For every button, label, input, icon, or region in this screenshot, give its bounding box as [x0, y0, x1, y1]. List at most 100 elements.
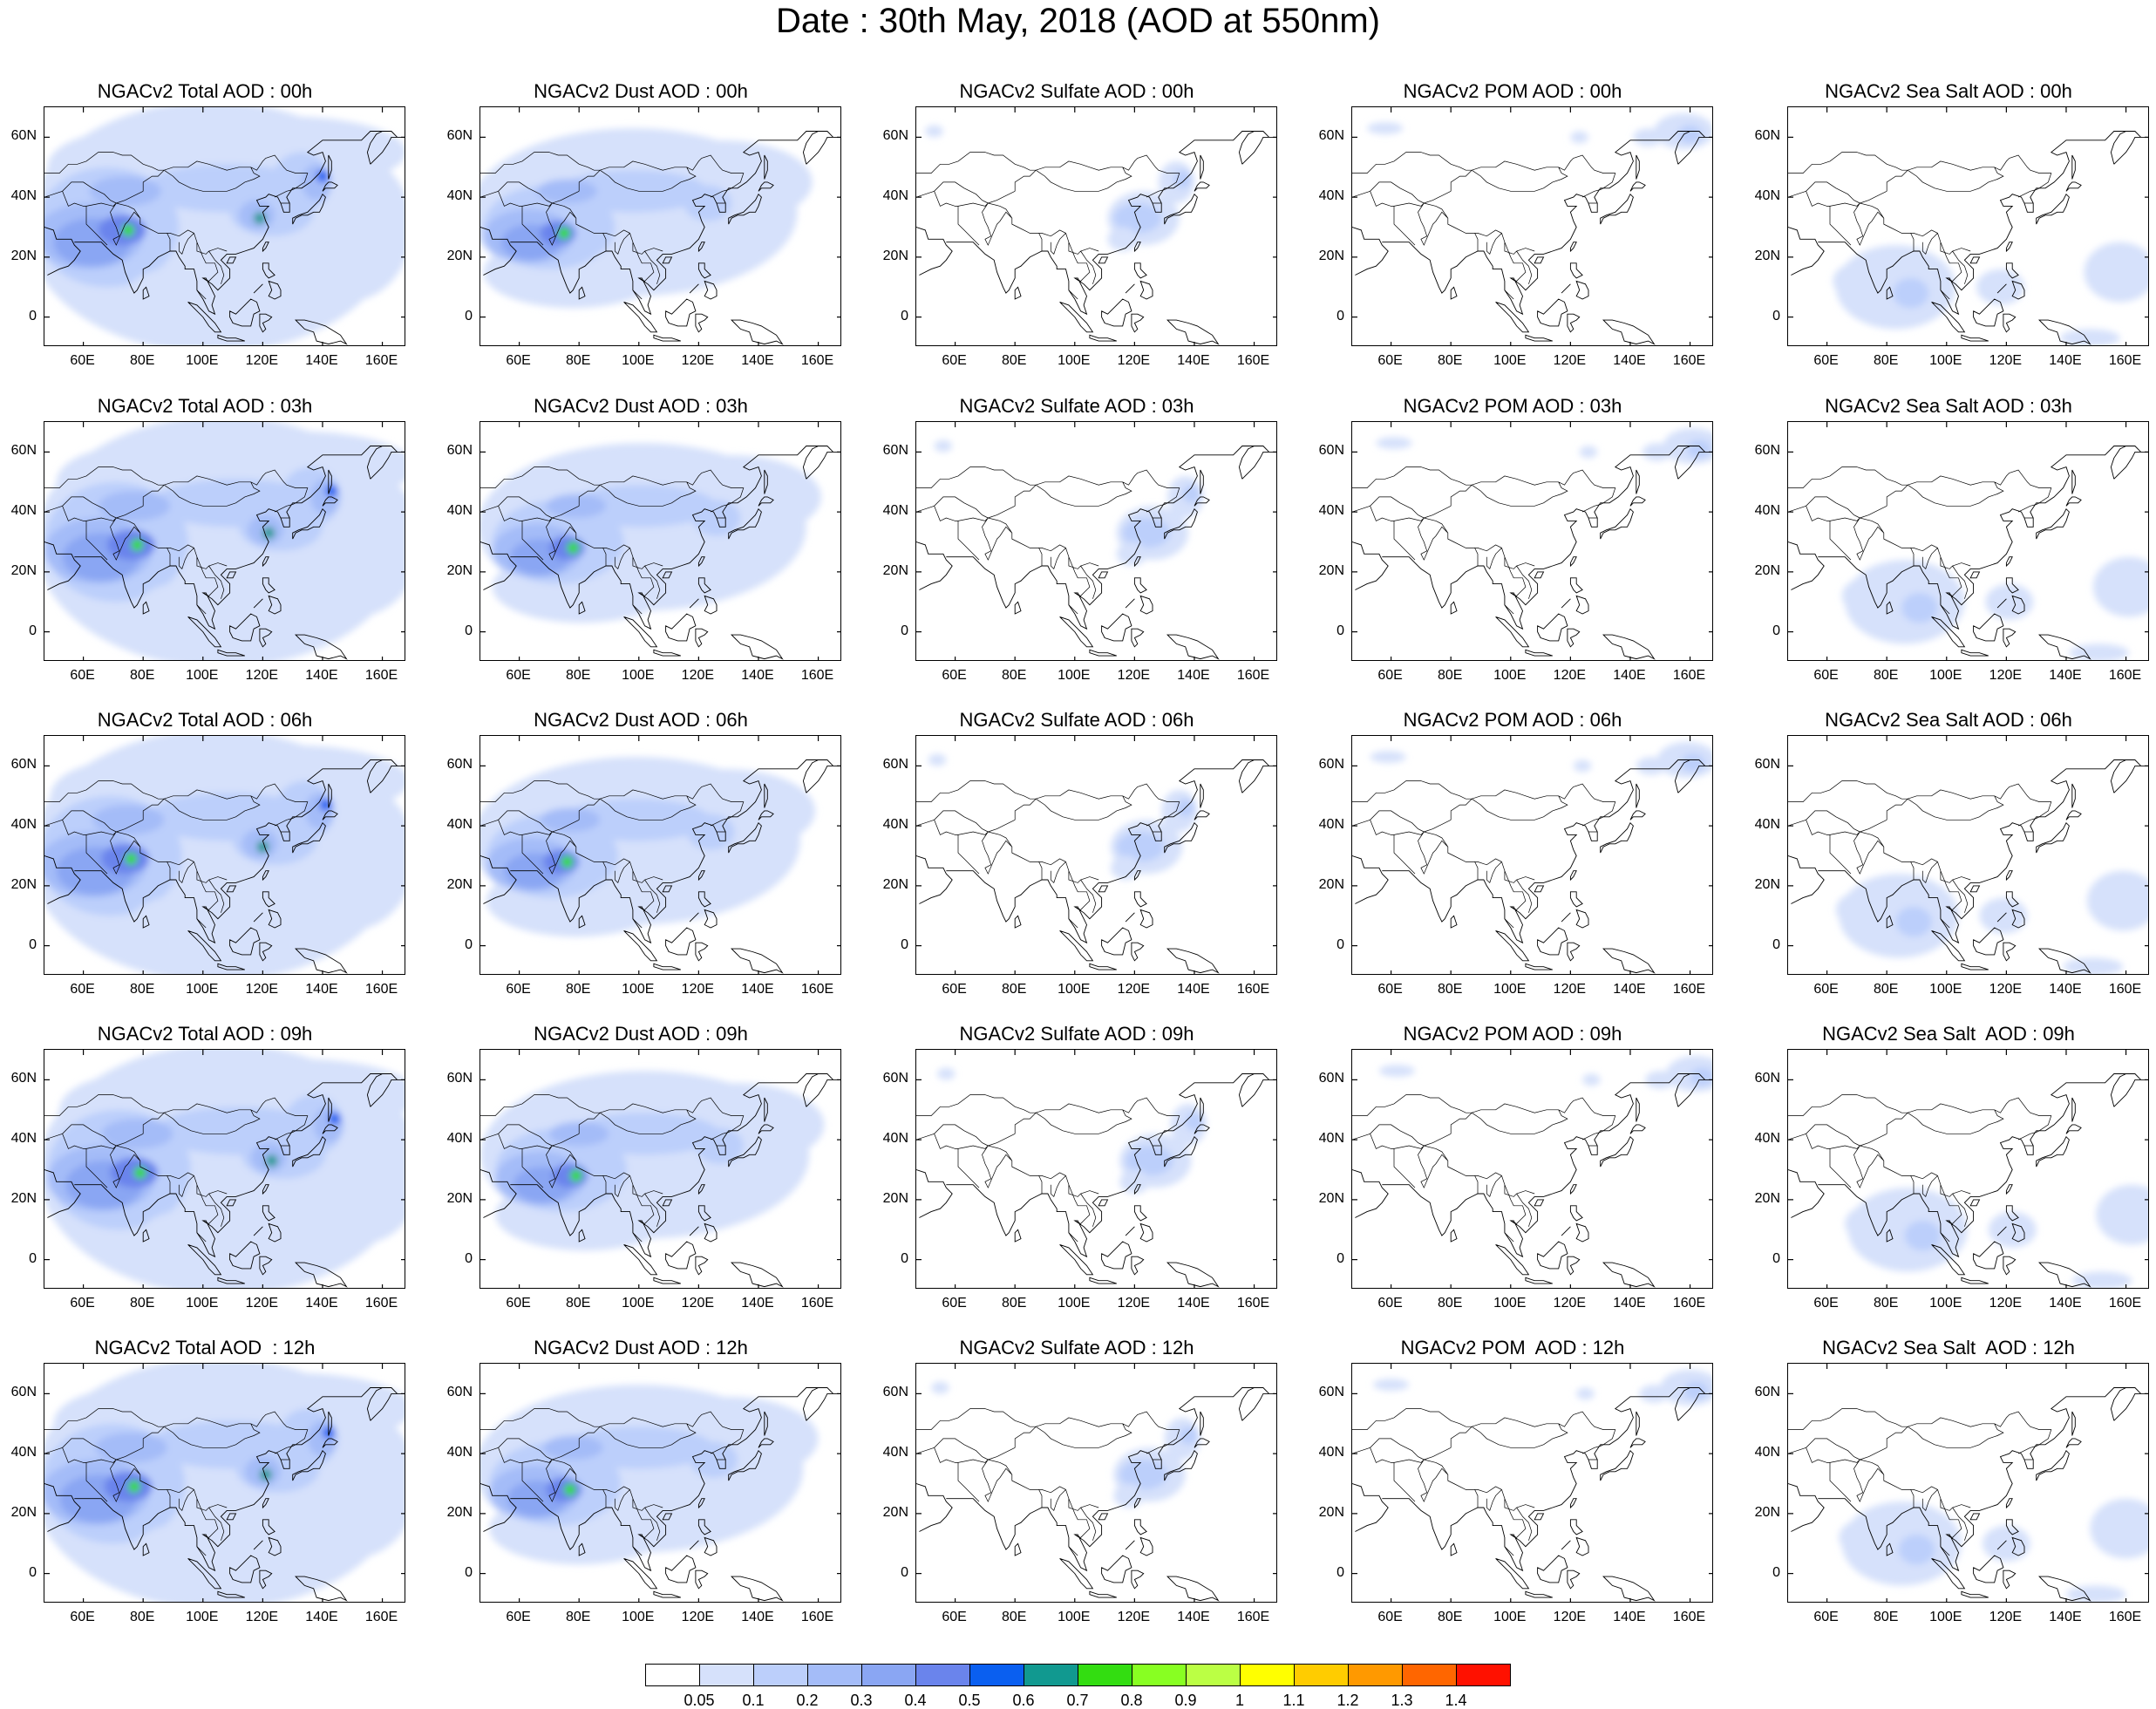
- colorbar-swatch: [1132, 1664, 1187, 1686]
- aod-region: [122, 266, 242, 338]
- coastlines: [1352, 446, 1712, 660]
- figure-title: Date : 30th May, 2018 (AOD at 550nm): [776, 2, 1380, 40]
- country-borders: [916, 1408, 1180, 1556]
- lon-tick-label: 60E: [70, 1610, 95, 1624]
- lat-tick-label: 60N: [1318, 757, 1344, 773]
- lon-tick-label: 60E: [942, 1296, 967, 1311]
- panel-title: NGACv2 Total AOD : 00h: [97, 80, 313, 102]
- aod-shading: [1841, 556, 2148, 660]
- lon-tick-label: 160E: [1236, 1296, 1270, 1311]
- panel-title: NGACv2 POM AOD : 12h: [1400, 1337, 1625, 1358]
- lon-tick-label: 100E: [1058, 353, 1091, 368]
- lon-tick-label: 60E: [1813, 982, 1839, 997]
- coastlines: [1788, 446, 2148, 660]
- lon-tick-label: 160E: [800, 1296, 834, 1311]
- map-frame: [44, 1363, 405, 1603]
- aod-region: [934, 439, 953, 453]
- map-panel: NGACv2 Sea Salt AOD : 09h 60N 40N 20N 0 60E 80…: [1744, 1023, 2153, 1324]
- lon-tick-label: 60E: [942, 1610, 967, 1624]
- aod-region: [1642, 443, 1672, 461]
- lon-tick-label: 160E: [1672, 353, 1706, 368]
- lat-tick-label: 60N: [10, 128, 37, 144]
- lon-tick-label: 100E: [1058, 668, 1091, 683]
- colorbar-swatch: [1402, 1664, 1457, 1686]
- country-borders: [1352, 466, 1616, 615]
- lon-tick-label: 100E: [1929, 353, 1962, 368]
- aod-region: [1179, 1426, 1198, 1445]
- aod-region: [2092, 556, 2148, 617]
- lat-tick-label: 20N: [10, 1190, 37, 1206]
- colorbar-swatch: [1186, 1664, 1241, 1686]
- lat-tick-label: 0: [901, 1250, 908, 1266]
- lon-tick-label: 120E: [1117, 353, 1151, 368]
- map-frame: [44, 1049, 405, 1289]
- colorbar: 0.05 0.1 0.2 0.3 0.4 0.5 0.6 0.7 0.8 0.9 1 1.1 1.2 1.…: [645, 1664, 1511, 1709]
- lat-tick-label: 40N: [10, 503, 37, 519]
- panel-title: NGACv2 Total AOD : 03h: [97, 395, 313, 417]
- panel-title: NGACv2 Sea Salt AOD : 00h: [1825, 80, 2072, 102]
- map-panel: NGACv2 Total AOD : 12h 60N 40N 20N 0 60E 80E 10…: [0, 1337, 410, 1638]
- lon-tick-label: 60E: [506, 982, 531, 997]
- map-frame: [1351, 421, 1713, 661]
- map-panel: NGACv2 POM AOD : 03h 60N 40N 20N 0 60E 80E 100E…: [1308, 395, 1717, 696]
- aod-region: [928, 753, 947, 766]
- lon-tick-label: 60E: [1813, 668, 1839, 683]
- aod-region: [1982, 1525, 2030, 1562]
- lon-tick-label: 140E: [741, 353, 774, 368]
- lon-tick-label: 120E: [681, 1610, 715, 1624]
- aod-region: [543, 1435, 603, 1460]
- country-borders: [1352, 780, 1616, 929]
- map-frame: [915, 106, 1277, 346]
- aod-shading: [1376, 427, 1712, 465]
- aod-region: [256, 841, 269, 854]
- aod-region: [1370, 751, 1406, 763]
- aod-region: [1373, 1379, 1410, 1391]
- lat-tick-label: 0: [465, 936, 473, 952]
- map-frame: [1787, 106, 2149, 346]
- aod-region: [101, 1119, 173, 1149]
- aod-region: [558, 170, 708, 213]
- lat-tick-label: 20N: [446, 1190, 473, 1206]
- lon-tick-label: 120E: [681, 982, 715, 997]
- lat-tick-label: 40N: [446, 503, 473, 519]
- lon-tick-label: 80E: [565, 353, 591, 368]
- aod-map: [480, 736, 840, 974]
- lat-tick-label: 0: [29, 936, 37, 952]
- country-borders: [480, 466, 745, 615]
- lon-tick-label: 160E: [800, 668, 834, 683]
- map-panel: NGACv2 Dust AOD : 09h 60N 40N 20N 0 60E 80E 100…: [436, 1023, 846, 1324]
- aod-region: [567, 541, 580, 555]
- map-panel: NGACv2 Sea Salt AOD : 12h 60N 40N 20N 0 60E 80…: [1744, 1337, 2153, 1638]
- lat-tick-label: 0: [29, 1564, 37, 1580]
- aod-map: [44, 107, 405, 345]
- lon-tick-label: 100E: [1929, 982, 1962, 997]
- aod-region: [1116, 832, 1165, 862]
- map-panel: NGACv2 Sea Salt AOD : 06h 60N 40N 20N 0 60E 80…: [1744, 709, 2153, 1010]
- panel-title: NGACv2 Sea Salt AOD : 06h: [1825, 709, 2072, 731]
- coastlines: [480, 1387, 840, 1602]
- colorbar-label: 1.4: [1445, 1692, 1467, 1709]
- colorbar-swatch: [915, 1664, 970, 1686]
- lon-tick-label: 140E: [741, 1610, 774, 1624]
- lat-tick-label: 40N: [1318, 817, 1344, 833]
- aod-region: [1639, 1385, 1670, 1403]
- country-borders: [1352, 1094, 1616, 1243]
- aod-region: [1690, 1067, 1712, 1086]
- lon-tick-label: 160E: [364, 982, 398, 997]
- aod-shading: [934, 439, 1204, 566]
- lat-tick-label: 20N: [10, 562, 37, 578]
- map-panel: NGACv2 Total AOD : 03h 60N 40N 20N 0 60E 80E 10…: [0, 395, 410, 696]
- map-panel: NGACv2 Total AOD : 06h 60N 40N 20N 0 60E 80E 10…: [0, 709, 410, 1010]
- lat-tick-label: 40N: [446, 1131, 473, 1147]
- lon-tick-label: 120E: [681, 1296, 715, 1311]
- colorbar-swatch: [1240, 1664, 1295, 1686]
- panel-title: NGACv2 Dust AOD : 00h: [534, 80, 748, 102]
- lon-tick-label: 120E: [245, 982, 279, 997]
- lon-tick-label: 120E: [681, 353, 715, 368]
- lon-tick-label: 120E: [1989, 1296, 2023, 1311]
- lon-tick-label: 160E: [2108, 1610, 2142, 1624]
- map-frame: [1351, 735, 1713, 975]
- lon-tick-label: 140E: [1613, 353, 1646, 368]
- panel-title: NGACv2 Sea Salt AOD : 12h: [1822, 1337, 2075, 1358]
- panel-title: NGACv2 Total AOD : 12h: [94, 1337, 316, 1358]
